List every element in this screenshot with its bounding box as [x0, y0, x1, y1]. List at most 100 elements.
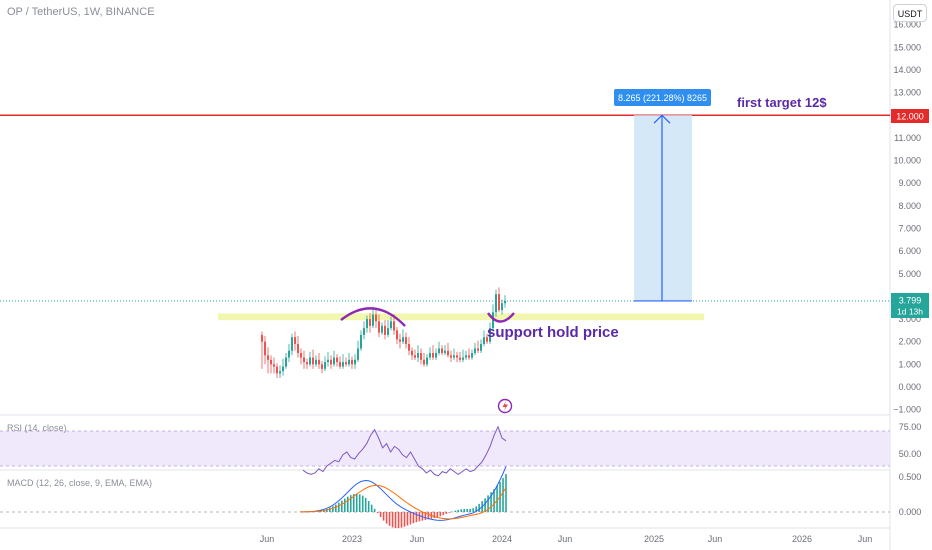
price-tick-label: 9.000	[898, 178, 921, 188]
time-tick-label: 2026	[792, 534, 812, 544]
candle-body	[267, 355, 269, 360]
candle-body	[408, 343, 410, 351]
rsi-tick-75: 75.00	[899, 422, 922, 432]
candle-body	[318, 359, 320, 365]
candles[interactable]	[261, 287, 506, 378]
candle-body	[330, 359, 332, 365]
candle-body	[348, 359, 350, 365]
rsi-band	[0, 431, 890, 466]
macd-histogram-bar	[364, 497, 367, 512]
candle-body	[294, 337, 296, 344]
candle-body	[345, 362, 347, 365]
candle-body	[315, 359, 317, 365]
candle-body	[285, 357, 287, 367]
macd-label[interactable]: MACD (12, 26, close, 9, EMA, EMA)	[7, 478, 153, 488]
candle-body	[399, 339, 401, 342]
price-axis[interactable]: 16.000 15.000 14.000 13.000 11.000 10.000 9.00…	[893, 20, 921, 415]
candle-body	[261, 334, 263, 342]
macd-histogram-bar	[433, 512, 436, 519]
candle-body	[471, 353, 473, 358]
target-price-label: 12.000	[896, 112, 924, 122]
candle-body	[486, 337, 488, 342]
macd-histogram-bar	[400, 512, 403, 528]
candle-body	[453, 355, 455, 358]
arrowhead-icon	[653, 114, 671, 124]
candle-body	[276, 366, 278, 374]
candle-body	[306, 362, 308, 365]
price-tick-label: 10.000	[893, 156, 921, 166]
time-axis[interactable]: Jun 2023 Jun 2024 Jun 2025 Jun 2026 Jun	[260, 534, 873, 544]
price-tick-label: 11.000	[894, 133, 921, 143]
time-tick-label: Jun	[708, 534, 723, 544]
candle-body	[417, 353, 419, 358]
candle-body	[375, 314, 377, 322]
price-tick-label: 1.000	[898, 359, 921, 369]
macd-histogram-bar	[493, 488, 495, 512]
candle-body	[309, 357, 311, 365]
macd-histogram-bar	[466, 508, 468, 512]
price-tick-label: 5.000	[898, 269, 921, 279]
macd-histogram-bar	[394, 512, 397, 529]
macd-histogram-bar	[397, 512, 400, 529]
candle-body	[390, 321, 392, 329]
signal-line	[300, 485, 507, 520]
candle-body	[429, 353, 431, 358]
macd-histogram-bar	[358, 494, 361, 512]
candle-body	[423, 359, 425, 365]
macd-histogram-bar	[379, 512, 382, 517]
macd-histogram-bar	[385, 512, 388, 524]
time-tick-label: Jun	[260, 534, 275, 544]
price-tick-label: 7.000	[898, 223, 921, 233]
candle-body	[324, 362, 326, 369]
macd-histogram-bar	[475, 506, 477, 512]
candle-body	[339, 362, 341, 367]
macd-histogram-bar	[391, 512, 394, 528]
candle-body	[426, 357, 428, 365]
macd-histogram-bar	[329, 507, 331, 512]
currency-selector[interactable]: USDT	[893, 4, 927, 22]
candle-body	[291, 337, 293, 351]
time-tick-label: Jun	[558, 534, 573, 544]
candle-body	[354, 359, 356, 365]
candle-body	[351, 359, 353, 365]
candle-body	[279, 371, 281, 374]
candle-body	[327, 359, 329, 363]
candle-body	[450, 355, 452, 358]
candle-body	[474, 348, 476, 354]
macd-histogram-bar	[418, 512, 421, 522]
resistance-arc	[340, 307, 406, 327]
macd-histogram-bar	[439, 512, 442, 517]
macd-histogram-bar	[412, 512, 415, 524]
macd-histogram-bar	[415, 512, 418, 523]
lightning-icon	[502, 401, 508, 411]
price-tick-label: 16.000	[893, 20, 921, 30]
support-annotation: support hold price	[487, 324, 619, 341]
symbol-title[interactable]: OP / TetherUS, 1W, BINANCE	[7, 6, 155, 18]
candle-body	[501, 303, 503, 310]
macd-histogram-bar	[472, 508, 474, 512]
rsi-label[interactable]: RSI (14, close)	[7, 423, 67, 433]
macd-histogram-bar	[370, 504, 373, 512]
candle-body	[414, 355, 416, 358]
candle-body	[393, 321, 395, 331]
measure-label-bg	[614, 89, 711, 106]
candle-body	[447, 350, 449, 356]
candle-body	[366, 319, 368, 329]
time-tick-label: 2024	[492, 534, 512, 544]
candle-body	[333, 357, 335, 365]
last-price-label: 3.799	[899, 296, 922, 306]
macd-histogram-bar	[469, 508, 471, 512]
candle-body	[441, 348, 443, 354]
candle-body	[342, 362, 344, 367]
macd-histogram-bar	[478, 503, 480, 512]
candle-body	[273, 364, 275, 367]
macd-histogram-bar	[406, 512, 409, 526]
macd-histogram-bar	[436, 512, 439, 518]
macd-histogram-bar	[448, 512, 451, 513]
candle-body	[381, 325, 383, 333]
macd-histogram	[299, 474, 507, 529]
macd-histogram-bar	[388, 512, 391, 526]
time-tick-label: Jun	[858, 534, 873, 544]
target-annotation: first target 12$	[737, 95, 827, 110]
